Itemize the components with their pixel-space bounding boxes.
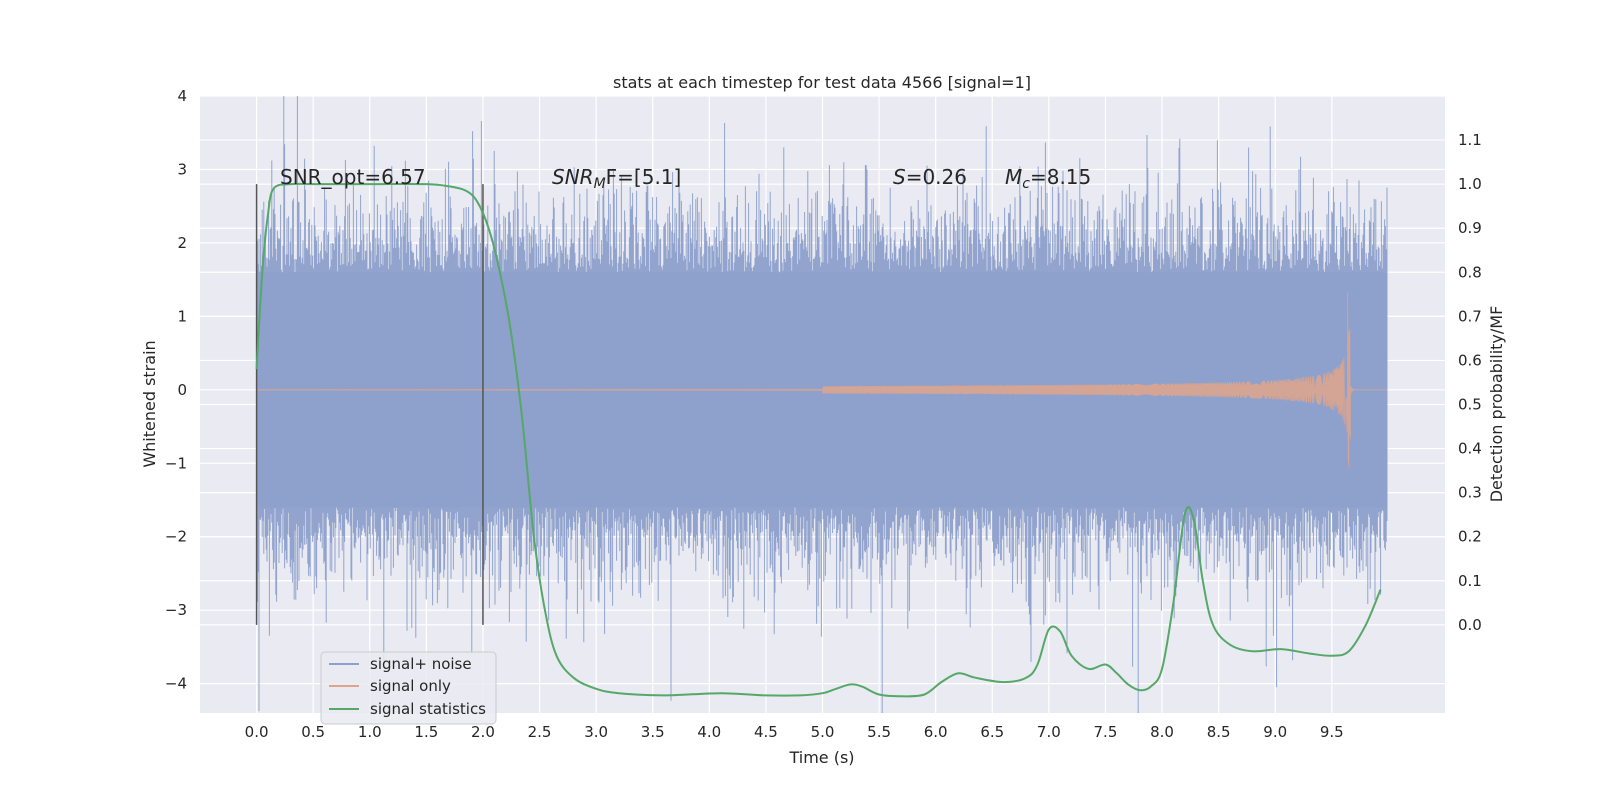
y-tick-label: −2 [165,528,187,546]
y-right-tick-label: 0.8 [1458,263,1482,281]
y-right-tick-label: 0.6 [1458,351,1482,369]
y-ticks-right: 1.1 1.0 0.9 0.8 0.7 0.6 0.5 0.4 0.3 0.2 0.1 0.0 [1458,131,1482,634]
annotation-mc-rest: =8.15 [1030,165,1091,189]
x-tick-label: 0.0 [245,723,269,741]
legend: signal+ noise signal only signal statist… [320,651,497,725]
y-tick-label: 2 [177,234,187,252]
x-tick-label: 8.0 [1150,723,1174,741]
y-axis-label: Whitened strain [140,340,159,467]
x-tick-label: 9.5 [1320,723,1344,741]
legend-label-signal-noise: signal+ noise [370,655,472,673]
y-tick-label: −4 [165,675,187,693]
y-tick-label: −1 [165,454,187,472]
annotation-mc: Mc=8.15 [1005,165,1091,192]
annotation-snr-mf-main: SNR [552,165,594,189]
annotation-snr-opt: SNR_opt=6.57 [280,165,426,189]
y-right-tick-label: 1.0 [1458,175,1482,193]
y-right-tick-label: 1.1 [1458,131,1482,149]
x-tick-label: 7.0 [1037,723,1061,741]
x-tick-label: 0.5 [301,723,325,741]
x-tick-label: 3.0 [584,723,608,741]
annotation-snr-mf-rest: F=[5.1] [606,165,682,189]
x-tick-label: 4.0 [697,723,721,741]
x-tick-label: 3.5 [641,723,665,741]
chart-title: stats at each timestep for test data 456… [613,73,1031,92]
y-right-tick-label: 0.3 [1458,484,1482,502]
marker-lines [255,184,484,625]
y-tick-label: 4 [177,87,187,105]
y-right-tick-label: 0.9 [1458,219,1482,237]
x-axis-label: Time (s) [788,748,854,767]
series-signal-only [256,291,1388,469]
annotation-mc-main: M [1005,165,1022,189]
x-tick-label: 5.5 [867,723,891,741]
x-ticks: 0.0 0.5 1.0 1.5 2.0 2.5 3.0 3.5 4.0 4.5 5.0 5.5 6.0 6… [245,723,1344,741]
x-tick-label: 9.0 [1263,723,1287,741]
x-tick-label: 8.5 [1207,723,1231,741]
signal-chirp-line [256,291,1388,469]
x-tick-label: 5.0 [811,723,835,741]
statistics-line [255,182,1382,698]
annotation-s-main: S [893,165,906,189]
y-tick-label: 1 [177,307,187,325]
legend-label-signal-statistics: signal statistics [370,700,486,718]
x-tick-label: 2.0 [471,723,495,741]
y-axis-right-label: Detection probability/MF [1487,306,1506,503]
annotation-s: S=0.26 [893,165,967,189]
y-right-tick-label: 0.2 [1458,528,1482,546]
x-tick-label: 1.5 [414,723,438,741]
x-tick-label: 1.0 [358,723,382,741]
annotation-mc-sub: c [1022,176,1030,192]
y-right-tick-label: 0.4 [1458,440,1482,458]
y-right-tick-label: 0.5 [1458,396,1482,414]
series-signal-statistics [255,182,1382,698]
y-ticks: 4 3 2 1 0 −1 −2 −3 −4 [165,87,187,693]
legend-box [320,651,497,725]
legend-label-signal-only: signal only [370,677,451,695]
x-tick-label: 6.0 [924,723,948,741]
x-tick-label: 4.5 [754,723,778,741]
y-tick-label: −3 [165,601,187,619]
x-tick-label: 2.5 [528,723,552,741]
x-tick-label: 7.5 [1094,723,1118,741]
y-tick-label: 3 [177,160,187,178]
y-right-tick-label: 0.7 [1458,307,1482,325]
annotation-s-rest: =0.26 [906,165,967,189]
annotation-snr-mf-sub: M [594,176,606,192]
y-tick-label: 0 [177,381,187,399]
y-right-tick-label: 0.1 [1458,572,1482,590]
x-tick-label: 6.5 [980,723,1004,741]
y-right-tick-label: 0.0 [1458,616,1482,634]
annotation-snr-mf: SNRMF=[5.1] [552,165,681,192]
